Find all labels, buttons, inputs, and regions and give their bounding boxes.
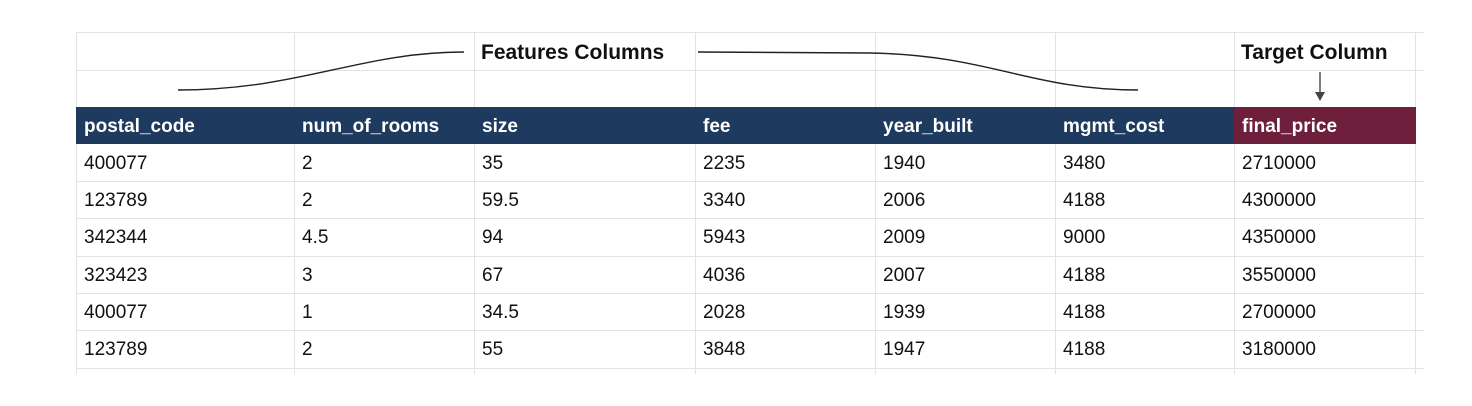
label-mask bbox=[1236, 38, 1412, 68]
grid-line bbox=[76, 368, 1424, 369]
grid-line bbox=[695, 32, 696, 374]
table-cell: 4188 bbox=[1063, 302, 1106, 323]
table-cell: 35 bbox=[482, 153, 504, 174]
table-cell: 3550000 bbox=[1242, 265, 1316, 286]
table-cell: 2235 bbox=[703, 153, 746, 174]
table-cell: 3180000 bbox=[1242, 339, 1316, 360]
table-cell: 67 bbox=[482, 265, 504, 286]
table-cell: 2009 bbox=[883, 227, 926, 248]
grid-line bbox=[76, 181, 1424, 182]
label-mask bbox=[476, 38, 692, 68]
table-cell: 5943 bbox=[703, 227, 746, 248]
table-cell: 9000 bbox=[1063, 227, 1106, 248]
table-cell: 3 bbox=[302, 265, 313, 286]
table-cell: 4.5 bbox=[302, 227, 329, 248]
table-cell: 59.5 bbox=[482, 190, 519, 211]
header-year-built: year_built bbox=[883, 116, 973, 137]
grid-line bbox=[76, 218, 1424, 219]
table-cell: 2710000 bbox=[1242, 153, 1316, 174]
table-cell: 1947 bbox=[883, 339, 926, 360]
table-cell: 1940 bbox=[883, 153, 926, 174]
table-cell: 3340 bbox=[703, 190, 746, 211]
grid-line bbox=[76, 330, 1424, 331]
table-cell: 4188 bbox=[1063, 339, 1106, 360]
table-cell: 2 bbox=[302, 339, 313, 360]
header-size: size bbox=[482, 116, 518, 137]
header-final-price: final_price bbox=[1234, 107, 1416, 144]
target-column-label: Target Column bbox=[1241, 41, 1388, 64]
table-cell: 400077 bbox=[84, 153, 148, 174]
grid-line bbox=[1055, 32, 1056, 374]
grid-line bbox=[76, 293, 1424, 294]
table-cell: 342344 bbox=[84, 227, 148, 248]
table-cell: 3848 bbox=[703, 339, 746, 360]
table-cell: 4036 bbox=[703, 265, 746, 286]
header-fee: fee bbox=[703, 116, 731, 137]
table-cell: 1 bbox=[302, 302, 313, 323]
features-columns-label: Features Columns bbox=[481, 41, 665, 64]
grid-line bbox=[1234, 32, 1235, 374]
grid-line bbox=[76, 70, 1424, 71]
table-cell: 123789 bbox=[84, 339, 148, 360]
table-cell: 2007 bbox=[883, 265, 926, 286]
table-header-row bbox=[76, 107, 1416, 144]
arrow-head-icon bbox=[1315, 92, 1325, 101]
table-cell: 400077 bbox=[84, 302, 148, 323]
table-cell: 4300000 bbox=[1242, 190, 1316, 211]
table-cell: 4350000 bbox=[1242, 227, 1316, 248]
table-cell: 4188 bbox=[1063, 265, 1106, 286]
table-cell: 94 bbox=[482, 227, 504, 248]
grid-line bbox=[76, 256, 1424, 257]
grid-line bbox=[1415, 32, 1416, 374]
grid-line bbox=[294, 32, 295, 374]
table-cell: 123789 bbox=[84, 190, 148, 211]
table-cell: 1939 bbox=[883, 302, 926, 323]
header-mgmt-cost: mgmt_cost bbox=[1063, 116, 1165, 137]
table-cell: 2006 bbox=[883, 190, 926, 211]
header-postal-code: postal_code bbox=[84, 116, 195, 137]
brace-left-curve bbox=[177, 51, 465, 91]
table-cell: 4188 bbox=[1063, 190, 1106, 211]
table-cell: 2 bbox=[302, 153, 313, 174]
grid-line bbox=[76, 32, 1424, 33]
brace-right-curve bbox=[697, 51, 1139, 91]
table-cell: 55 bbox=[482, 339, 504, 360]
grid-line bbox=[474, 32, 475, 374]
table-cell: 3480 bbox=[1063, 153, 1106, 174]
table-cell: 323423 bbox=[84, 265, 148, 286]
table-cell: 2028 bbox=[703, 302, 746, 323]
table-cell: 2700000 bbox=[1242, 302, 1316, 323]
table-cell: 2 bbox=[302, 190, 313, 211]
table-cell: 34.5 bbox=[482, 302, 519, 323]
grid-line bbox=[76, 32, 77, 374]
grid-line bbox=[875, 32, 876, 374]
header-num-of-rooms: num_of_rooms bbox=[302, 116, 440, 137]
